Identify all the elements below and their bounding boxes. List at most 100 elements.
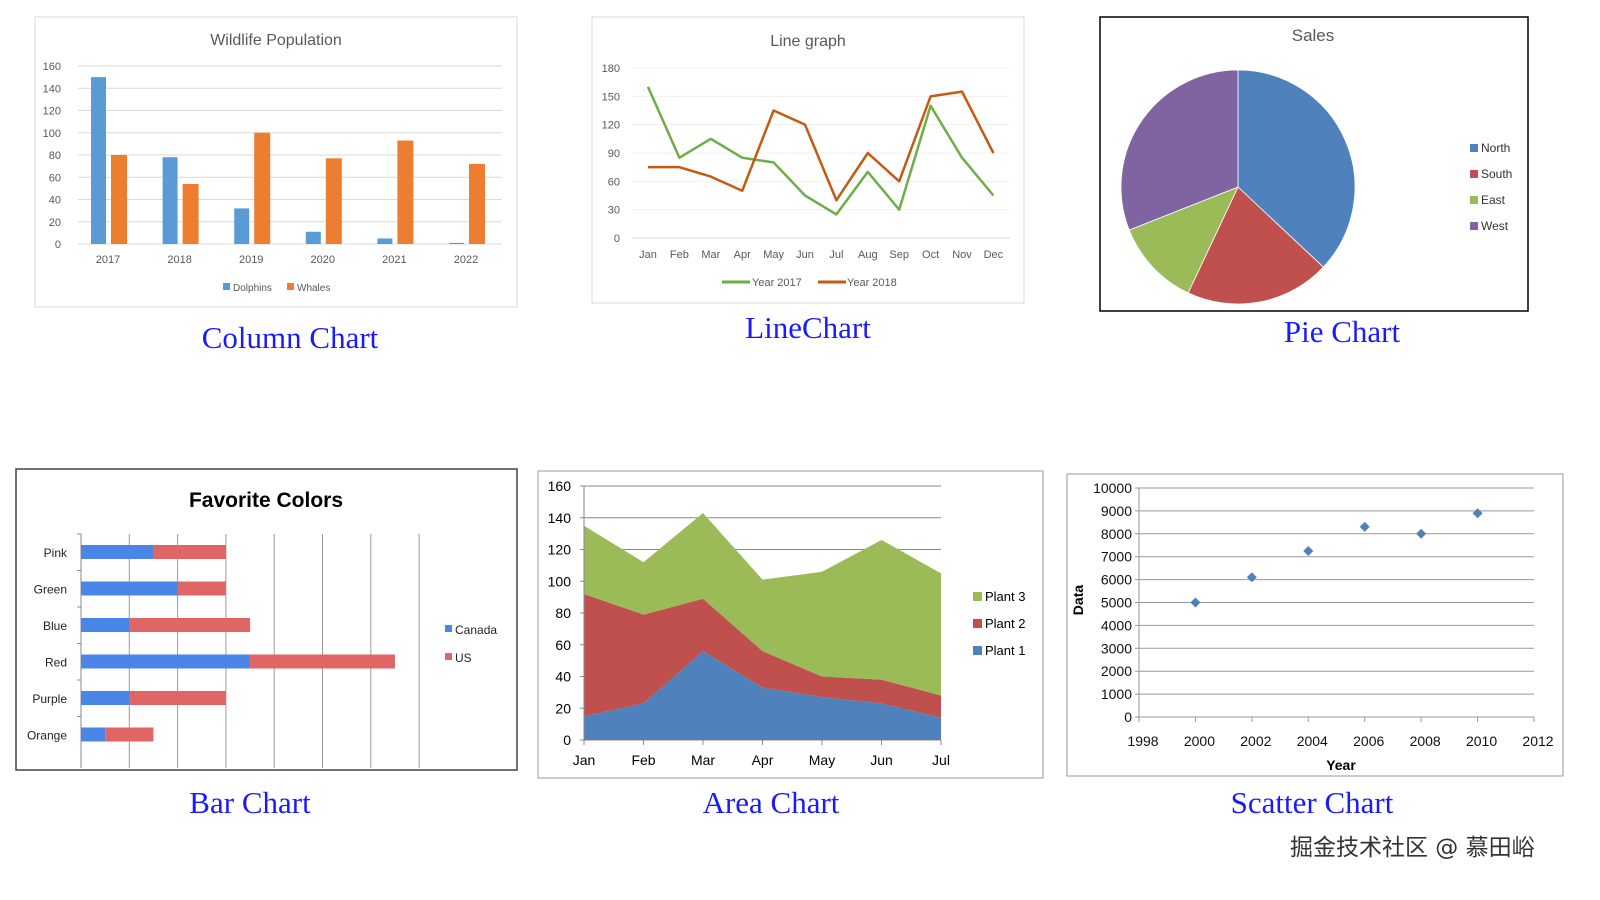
x-tick-label: 2008: [1410, 733, 1441, 749]
y-tick-label: 30: [608, 205, 620, 217]
legend-swatch: [973, 619, 982, 628]
y-tick-label: 0: [1124, 709, 1132, 725]
scatter-point: [1472, 508, 1483, 519]
y-tick-label: 3000: [1101, 640, 1132, 656]
legend-swatch: [973, 592, 982, 601]
bar-dolphins-2021: [377, 238, 393, 244]
legend-swatch: [445, 653, 452, 660]
y-tick-label: 60: [608, 176, 620, 188]
bar-whales-2022: [469, 163, 485, 244]
y-tick-label: 140: [548, 510, 572, 526]
y-tick-label: 60: [555, 637, 571, 653]
x-tick-label: Jul: [932, 752, 950, 768]
y-tick-label: 2000: [1101, 663, 1132, 679]
bar-whales-2017: [111, 155, 127, 244]
x-tick-label: Aug: [858, 249, 878, 261]
x-tick-label: Jun: [870, 752, 893, 768]
legend-label: Whales: [297, 283, 330, 294]
area-plant-3: [584, 512, 941, 696]
scatter-point: [1246, 572, 1257, 583]
y-tick-label: 150: [602, 91, 620, 103]
bar-us-red: [250, 654, 395, 669]
x-tick-label: 2012: [1522, 733, 1553, 749]
y-tick-label: 90: [608, 148, 620, 160]
bar-canada-red: [81, 654, 251, 669]
y-tick-label: 120: [43, 106, 61, 118]
y-tick-label: 120: [548, 542, 572, 558]
category-label: Orange: [27, 729, 67, 743]
x-tick-label: 2002: [1240, 733, 1271, 749]
legend-swatch: [1470, 222, 1478, 230]
y-axis-label: Data: [1070, 585, 1086, 616]
scatter-chart-caption: Scatter Chart: [1230, 785, 1394, 820]
line-year-2018: [648, 90, 995, 202]
x-tick-label: 2000: [1184, 733, 1215, 749]
category-label: Red: [45, 656, 67, 670]
y-tick-label: 80: [49, 150, 61, 162]
legend-swatch: [1470, 144, 1478, 152]
y-tick-label: 40: [555, 669, 571, 685]
pie-slice-south: [1187, 186, 1324, 305]
chart-title: Sales: [1292, 26, 1335, 45]
legend-swatch: [1470, 170, 1478, 178]
x-tick-label: Jun: [796, 249, 814, 261]
category-label: Green: [34, 583, 67, 597]
y-tick-label: 80: [555, 605, 571, 621]
scatter-point: [1359, 521, 1370, 532]
x-tick-label: 1998: [1127, 733, 1158, 749]
bar-us-orange: [105, 727, 154, 742]
x-tick-label: Dec: [984, 249, 1004, 261]
bar-us-pink: [153, 545, 226, 559]
bar-us-purple: [129, 691, 226, 705]
x-tick-label: 2010: [1466, 733, 1497, 749]
y-tick-label: 0: [563, 732, 571, 748]
x-tick-label: May: [809, 752, 835, 768]
x-tick-label: 2017: [96, 254, 120, 266]
y-tick-label: 180: [602, 63, 620, 75]
legend-swatch: [973, 646, 982, 655]
legend-label: Plant 3: [985, 589, 1025, 604]
bar-dolphins-2017: [91, 77, 106, 244]
y-tick-label: 20: [49, 217, 61, 229]
y-tick-label: 1000: [1101, 686, 1132, 702]
x-tick-label: 2004: [1297, 733, 1328, 749]
x-tick-label: Oct: [922, 249, 939, 261]
bar-canada-purple: [81, 691, 130, 705]
bar-dolphins-2019: [234, 208, 250, 244]
bar-dolphins-2020: [305, 231, 321, 244]
line-chart-frame: [591, 16, 1025, 304]
legend-label: South: [1481, 167, 1512, 181]
y-tick-label: 160: [548, 478, 572, 494]
x-tick-label: Jan: [573, 752, 596, 768]
y-tick-label: 0: [614, 233, 620, 245]
category-label: Pink: [44, 546, 68, 560]
legend-swatch: [1470, 196, 1478, 204]
legend-label: Dolphins: [233, 283, 272, 294]
bar-whales-2021: [397, 140, 414, 244]
legend-label: Plant 1: [985, 643, 1025, 658]
line-chart-caption: LineChart: [745, 310, 871, 345]
legend-swatch: [287, 283, 294, 290]
legend-label: Year 2017: [752, 277, 802, 289]
chart-title: Line graph: [770, 33, 846, 50]
scatter-point: [1303, 545, 1314, 556]
bar-whales-2020: [325, 158, 342, 244]
legend-label: East: [1481, 193, 1506, 207]
bar-canada-orange: [81, 727, 106, 742]
y-tick-label: 5000: [1101, 595, 1132, 611]
x-tick-label: Mar: [701, 249, 720, 261]
bar-canada-blue: [81, 618, 130, 632]
x-tick-label: 2019: [239, 254, 263, 266]
x-tick-label: 2018: [167, 254, 191, 266]
y-tick-label: 9000: [1101, 503, 1132, 519]
y-tick-label: 7000: [1101, 549, 1132, 565]
legend-label: North: [1481, 141, 1510, 155]
legend-label: Canada: [455, 623, 497, 637]
x-tick-label: 2022: [454, 254, 478, 266]
x-tick-label: Sep: [889, 249, 909, 261]
pie-slice-west: [1120, 69, 1239, 231]
x-tick-label: May: [763, 249, 784, 261]
x-tick-label: Feb: [670, 249, 689, 261]
scatter-point: [1190, 597, 1201, 608]
